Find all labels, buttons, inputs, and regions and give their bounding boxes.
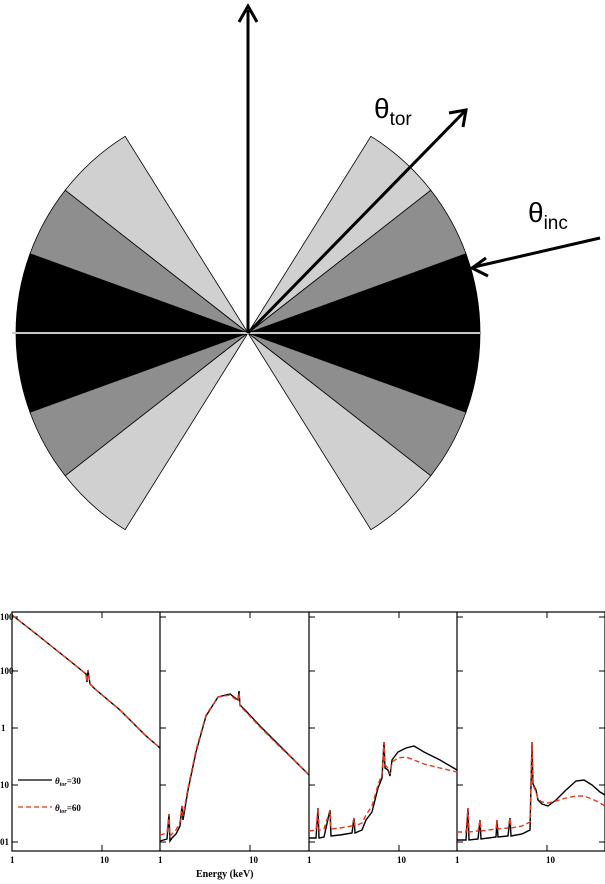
theta-tor-arrowhead [448, 108, 468, 128]
legend-label-30: θtor=30 [55, 776, 81, 788]
torus-wedge [247, 135, 432, 334]
x-axis-label: Energy (keV) [196, 869, 254, 880]
x-tick-label: 10 [397, 855, 407, 865]
torus-wedge [247, 332, 432, 531]
legend-label-60: θtor=60 [55, 803, 81, 815]
x-tick-label: 1 [10, 855, 15, 865]
x-tick-label: 1 [307, 855, 312, 865]
spectra-plot: 100 100 1 10 01 1 10 1 10 1 10 1 10 Ener… [0, 611, 605, 880]
x-tick-label: 1 [455, 855, 460, 865]
x-tick-label: 1 [158, 855, 163, 865]
y-tick-label: 100 [0, 612, 14, 622]
x-tick-label: 10 [546, 855, 556, 865]
torus-wedge [64, 135, 249, 334]
series-line-theta60 [308, 741, 458, 832]
series-line-theta30 [159, 690, 310, 844]
series-line-theta60 [11, 614, 161, 749]
y-tick-label: 01 [0, 837, 10, 847]
series-line-theta60 [159, 692, 310, 838]
x-tick-label: 10 [249, 855, 259, 865]
legend: θtor=30 θtor=60 [18, 776, 81, 815]
theta-tor-label: θtor [374, 93, 412, 130]
series-line-theta30 [457, 741, 605, 841]
y-tick-label: 10 [0, 780, 10, 790]
symmetry-axis-arrowhead [237, 2, 259, 23]
torus-wedge [64, 332, 249, 531]
theta-inc-label: θinc [528, 197, 568, 234]
y-tick-label: 100 [0, 666, 14, 676]
y-tick-label: 1 [1, 723, 6, 733]
spectral-curves [11, 614, 605, 844]
torus-diagram: θtor θinc [12, 2, 601, 531]
series-line-theta30 [309, 741, 458, 839]
axis-ticks [11, 612, 605, 851]
theta-inc-arrow-line [473, 236, 601, 269]
x-tick-label: 10 [100, 855, 110, 865]
theta-inc-arrowhead [469, 256, 489, 278]
theta-tor-arrow-line [246, 110, 466, 335]
torus-wedges [15, 135, 481, 531]
series-line-theta60 [457, 741, 605, 833]
